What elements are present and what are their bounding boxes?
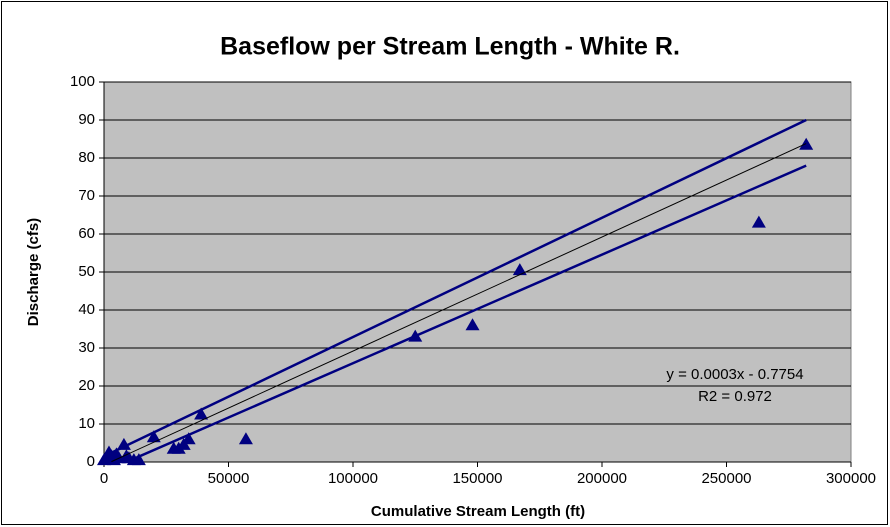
y-tick-label: 100 xyxy=(70,73,95,90)
chart-title: Baseflow per Stream Length - White R. xyxy=(220,33,680,61)
x-tick-label: 200000 xyxy=(577,470,627,487)
fit-line xyxy=(125,164,807,464)
y-tick-label: 80 xyxy=(78,149,95,166)
y-tick-label: 60 xyxy=(78,225,95,242)
data-point xyxy=(512,263,527,276)
y-tick-label: 40 xyxy=(78,301,95,318)
data-point xyxy=(146,430,161,443)
y-tick-label: 90 xyxy=(78,111,95,128)
y-axis-label: Discharge (cfs) xyxy=(25,218,42,326)
x-tick-label: 100000 xyxy=(328,470,378,487)
annotation: y = 0.0003x - 0.7754 xyxy=(666,366,803,383)
data-point xyxy=(238,432,253,445)
data-point xyxy=(465,318,480,331)
x-tick-label: 0 xyxy=(100,470,108,487)
x-tick-label: 50000 xyxy=(208,470,250,487)
y-tick-label: 50 xyxy=(78,263,95,280)
x-tick-label: 150000 xyxy=(452,470,502,487)
x-tick-label: 250000 xyxy=(701,470,751,487)
data-point xyxy=(181,432,196,445)
data-point xyxy=(751,215,766,228)
y-tick-label: 30 xyxy=(78,339,95,356)
fit-line xyxy=(103,118,807,458)
data-point xyxy=(116,437,131,450)
data-point xyxy=(194,407,209,420)
y-tick-label: 70 xyxy=(78,187,95,204)
annotation: R2 = 0.972 xyxy=(698,388,772,405)
y-tick-label: 10 xyxy=(78,415,95,432)
x-axis-label: Cumulative Stream Length (ft) xyxy=(371,503,585,520)
data-point xyxy=(131,453,146,466)
y-tick-label: 0 xyxy=(87,453,95,470)
x-tick-label: 300000 xyxy=(826,470,876,487)
y-tick-label: 20 xyxy=(78,377,95,394)
fit-line xyxy=(111,143,807,463)
